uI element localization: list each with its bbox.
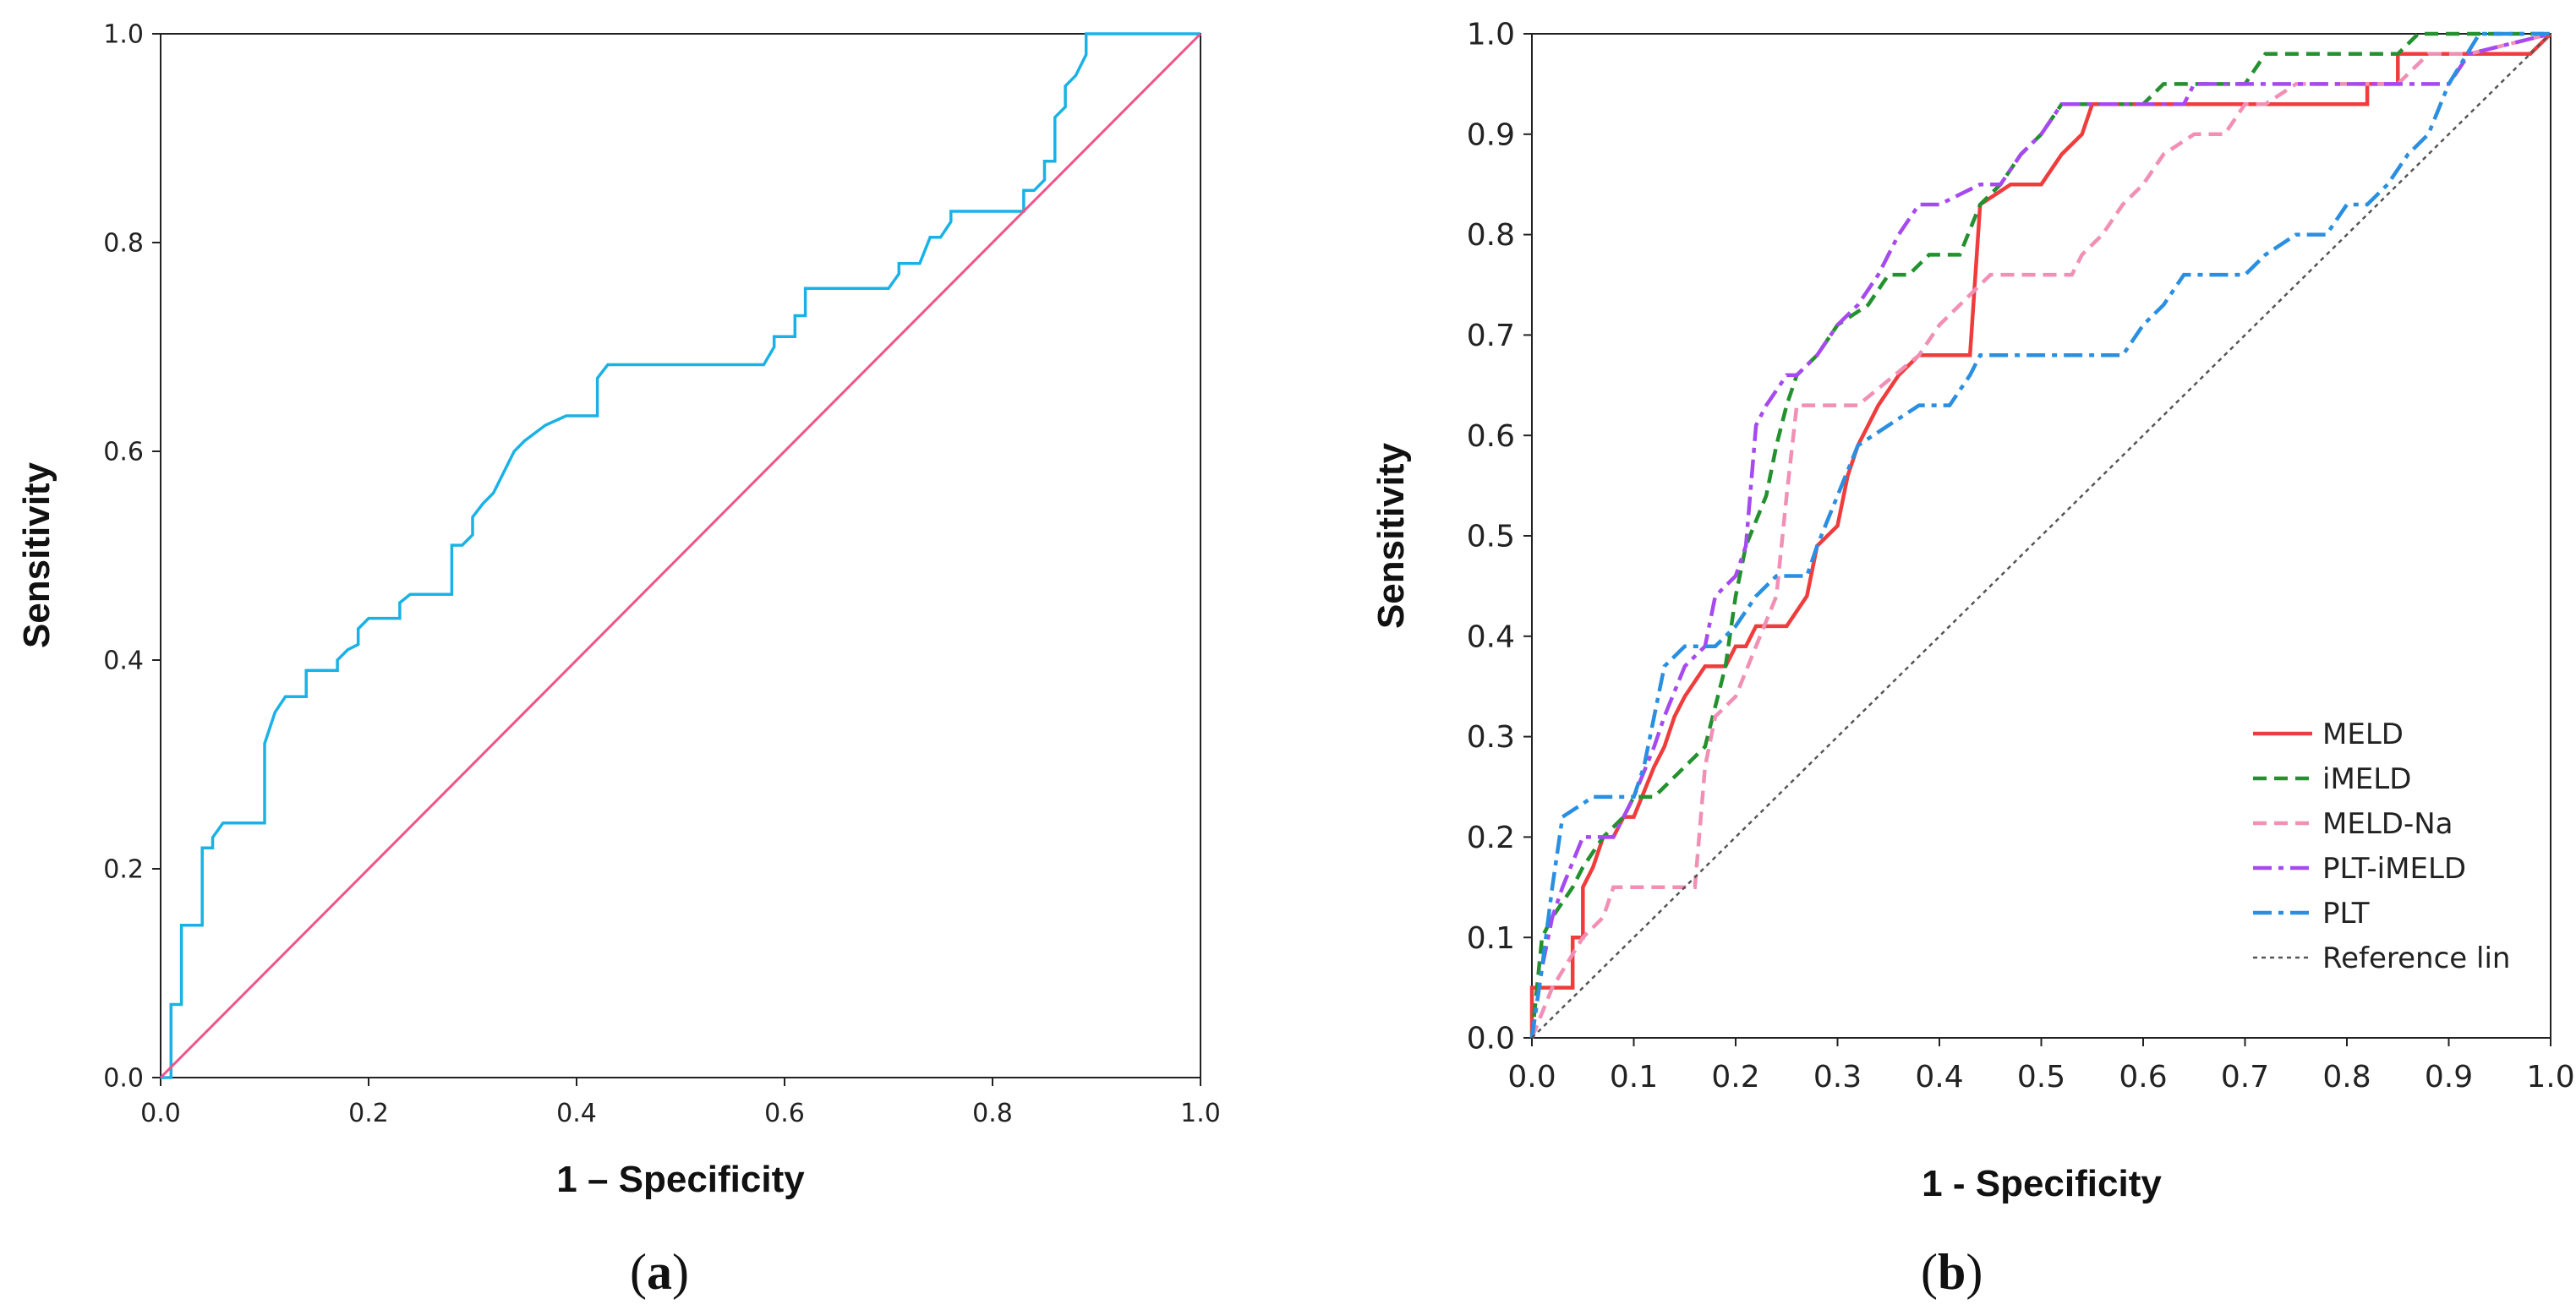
panel-a-caption: (a) (630, 1244, 689, 1300)
panel-b-caption-letter: b (1938, 1244, 1966, 1300)
x-tick-label: 0.6 (2119, 1060, 2167, 1094)
series-line-reference (159, 32, 1202, 1079)
legend-label: PLT (2322, 897, 2370, 931)
series-line-plt (1529, 31, 2551, 1039)
panel-a-caption-close: ) (672, 1244, 689, 1300)
y-tick-label: 1.0 (103, 20, 144, 50)
panel-b: 0.0 0.1 0.2 0.3 0.4 0.5 0.6 0.7 0.8 0.9 1.0 0.0 0.1 0… (1370, 18, 2575, 1300)
legend-label: iMELD (2322, 762, 2411, 796)
y-tick-label: 0.7 (1467, 319, 1515, 353)
panel-b-caption-close: ) (1966, 1244, 1983, 1300)
series-line-plt-imeld (1529, 31, 2551, 1039)
panel-a: 0.0 0.2 0.4 0.6 0.8 1.0 0.0 0.2 0.4 0.6 0.8 1.0 1 –… (16, 20, 1221, 1301)
x-tick-label: 0.9 (2425, 1060, 2473, 1094)
legend-label: PLT-iMELD (2322, 852, 2466, 886)
panel-b-caption-open: ( (1921, 1244, 1938, 1300)
panel-a-plot-frame (160, 33, 1201, 1078)
x-tick-label: 1.0 (1180, 1099, 1221, 1128)
series-line-meld-na (1529, 31, 2551, 1039)
panel-b-ylabel: Sensitivity (1370, 442, 1412, 629)
x-tick-label: 0.4 (556, 1099, 597, 1128)
y-tick-label: 0.8 (1467, 218, 1515, 253)
x-tick-label: 0.5 (2017, 1060, 2065, 1094)
x-tick-label: 0.6 (764, 1099, 805, 1128)
x-tick-label: 0.0 (140, 1099, 181, 1128)
y-tick-label: 0.3 (1467, 720, 1515, 755)
y-tick-label: 0.9 (1467, 117, 1515, 152)
panel-b-xlabel: 1 - Specificity (1922, 1163, 2162, 1204)
legend-label: Reference lin (2322, 942, 2510, 975)
y-tick-label: 0.0 (103, 1064, 144, 1094)
x-tick-label: 1.0 (2526, 1060, 2574, 1094)
series-line-roc (161, 32, 1200, 1079)
panel-b-ticks: 0.0 0.1 0.2 0.3 0.4 0.5 0.6 0.7 0.8 0.9 1.0 0.0 0.1 0… (1467, 18, 2575, 1094)
legend-label: MELD-Na (2322, 807, 2453, 841)
x-tick-label: 0.7 (2221, 1060, 2269, 1094)
x-tick-label: 0.1 (1610, 1060, 1658, 1094)
series-line-meld (1529, 32, 2552, 1038)
y-tick-label: 0.0 (1467, 1022, 1515, 1056)
y-tick-label: 0.6 (103, 438, 144, 467)
panel-b-lines (1529, 31, 2552, 1039)
y-tick-label: 0.1 (1467, 921, 1515, 956)
panel-a-caption-letter: a (647, 1244, 672, 1300)
panel-a-ticks: 0.0 0.2 0.4 0.6 0.8 1.0 0.0 0.2 0.4 0.6 0.8 1.0 (103, 20, 1221, 1129)
x-tick-label: 0.8 (972, 1099, 1013, 1128)
x-tick-label: 0.4 (1915, 1060, 1963, 1094)
x-tick-label: 0.2 (348, 1099, 389, 1128)
y-tick-label: 0.6 (1467, 419, 1515, 454)
y-tick-label: 0.5 (1467, 520, 1515, 554)
series-line-reference-lin (1531, 33, 2551, 1039)
x-tick-label: 0.0 (1507, 1060, 1556, 1094)
panel-b-caption: (b) (1921, 1244, 1983, 1300)
panel-a-lines (159, 32, 1202, 1079)
y-tick-label: 1.0 (1467, 18, 1515, 52)
x-tick-label: 0.8 (2322, 1060, 2371, 1094)
y-tick-label: 0.4 (103, 647, 144, 676)
y-tick-label: 0.2 (103, 855, 144, 885)
y-tick-label: 0.8 (103, 229, 144, 259)
panel-b-legend: MELD iMELD MELD-Na PLT-iMELD PLT Reference li… (2253, 718, 2510, 975)
y-tick-label: 0.2 (1467, 821, 1515, 855)
legend-label: MELD (2322, 718, 2404, 751)
panel-a-xlabel: 1 – Specificity (556, 1159, 805, 1200)
panel-a-ylabel: Sensitivity (16, 461, 57, 648)
panel-a-caption-open: ( (630, 1244, 647, 1300)
x-tick-label: 0.2 (1711, 1060, 1759, 1094)
y-tick-label: 0.4 (1467, 620, 1515, 654)
x-tick-label: 0.3 (1813, 1060, 1862, 1094)
